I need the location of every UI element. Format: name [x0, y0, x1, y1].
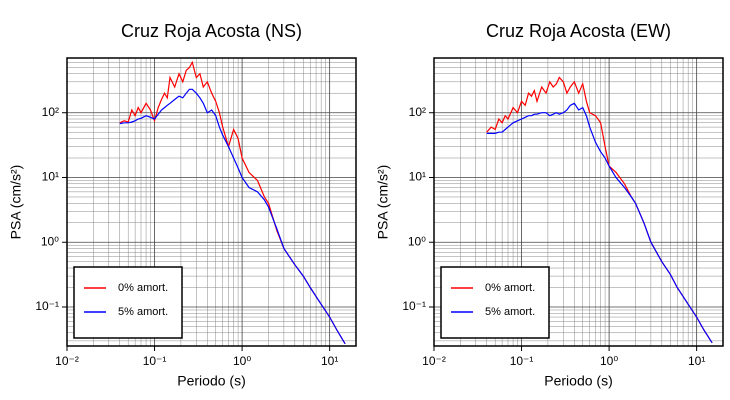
chart-title: Cruz Roja Acosta (NS) [121, 21, 302, 41]
legend-box [73, 266, 183, 339]
y-tick-label: 10⁻¹ [35, 299, 59, 313]
chart: 10⁻² 10⁻¹ 10⁰ 10¹ 10⁻¹ 10⁰ 10¹ 10² Cruz Roja Aco… [375, 21, 724, 389]
y-tick-label: 10⁰ [408, 234, 426, 248]
y-tick-label: 10⁰ [41, 234, 59, 248]
legend-label: 0% amort. [118, 282, 168, 294]
legend-label: 5% amort. [485, 306, 535, 318]
x-tick-label: 10⁻¹ [510, 354, 534, 368]
series-line [119, 88, 346, 345]
x-tick-label: 10¹ [321, 354, 338, 368]
x-tick-label: 10⁻² [55, 354, 79, 368]
y-axis-label: PSA (cm/s²) [8, 165, 24, 240]
legend-label: 5% amort. [118, 306, 168, 318]
x-axis-label: Periodo (s) [544, 373, 612, 389]
y-tick-label: 10² [409, 105, 426, 119]
y-tick-label: 10² [42, 105, 59, 119]
chart: 10⁻² 10⁻¹ 10⁰ 10¹ 10⁻¹ 10⁰ 10¹ 10² Cruz Roja Aco… [8, 21, 357, 389]
y-tick-label: 10¹ [409, 170, 426, 184]
series-line [486, 102, 713, 344]
legend-label: 0% amort. [485, 282, 535, 294]
x-tick-label: 10⁰ [600, 354, 618, 368]
plot-frame [66, 57, 357, 347]
plot-frame [433, 57, 724, 347]
x-tick-label: 10¹ [688, 354, 705, 368]
x-tick-label: 10⁻² [422, 354, 446, 368]
x-tick-label: 10⁻¹ [143, 354, 167, 368]
y-tick-label: 10¹ [42, 170, 59, 184]
y-axis-label: PSA (cm/s²) [375, 165, 391, 240]
y-tick-label: 10⁻¹ [402, 299, 426, 313]
chart-title: Cruz Roja Acosta (EW) [486, 21, 671, 41]
x-axis-label: Periodo (s) [177, 373, 245, 389]
x-tick-label: 10⁰ [233, 354, 251, 368]
legend-box [440, 266, 550, 339]
